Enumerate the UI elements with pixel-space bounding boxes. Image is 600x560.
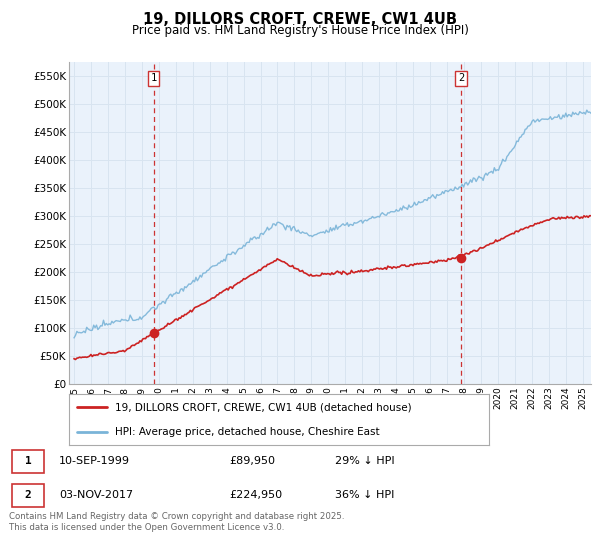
- Text: HPI: Average price, detached house, Cheshire East: HPI: Average price, detached house, Ches…: [115, 427, 380, 437]
- FancyBboxPatch shape: [12, 484, 44, 507]
- Text: 29% ↓ HPI: 29% ↓ HPI: [335, 456, 395, 466]
- Text: 1: 1: [151, 73, 157, 83]
- Text: 2: 2: [25, 490, 31, 500]
- Text: £89,950: £89,950: [229, 456, 275, 466]
- Text: 10-SEP-1999: 10-SEP-1999: [59, 456, 130, 466]
- Text: Contains HM Land Registry data © Crown copyright and database right 2025.
This d: Contains HM Land Registry data © Crown c…: [9, 512, 344, 532]
- Text: 03-NOV-2017: 03-NOV-2017: [59, 490, 133, 500]
- Text: 1: 1: [25, 456, 31, 466]
- FancyBboxPatch shape: [12, 450, 44, 473]
- Text: 19, DILLORS CROFT, CREWE, CW1 4UB: 19, DILLORS CROFT, CREWE, CW1 4UB: [143, 12, 457, 27]
- Text: £224,950: £224,950: [229, 490, 283, 500]
- Text: Price paid vs. HM Land Registry's House Price Index (HPI): Price paid vs. HM Land Registry's House …: [131, 24, 469, 37]
- Text: 19, DILLORS CROFT, CREWE, CW1 4UB (detached house): 19, DILLORS CROFT, CREWE, CW1 4UB (detac…: [115, 402, 412, 412]
- Text: 2: 2: [458, 73, 464, 83]
- Text: 36% ↓ HPI: 36% ↓ HPI: [335, 490, 395, 500]
